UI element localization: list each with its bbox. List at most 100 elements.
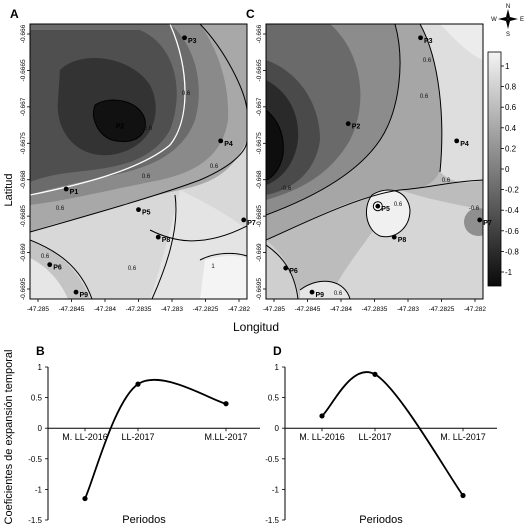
compass-w: W: [491, 17, 497, 23]
station-point: [218, 138, 224, 144]
contour-label: 0.6: [334, 291, 343, 297]
panel-a-contour-fill: [30, 24, 247, 299]
colorbar-tick-label: -0.6: [505, 227, 519, 236]
x-tick-label: -47.284: [330, 306, 352, 313]
station-point: [477, 217, 483, 223]
y-tick-label: -0.6675: [20, 132, 27, 154]
panel-letter-a: A: [10, 7, 19, 21]
y-tick-label: -0.6695: [256, 278, 263, 300]
panel-a-overlay: A-0.666 -0.6665 -0.667 -0.6675 -0.668 -0.6685…: [10, 7, 256, 313]
station-label: P5: [381, 206, 390, 213]
station-label: P8: [162, 237, 171, 244]
colorbar-gradient: [487, 51, 502, 287]
y-axis-label-expansion: Coeficientes de expansión temporal: [3, 350, 15, 525]
station-point: [182, 35, 187, 41]
panel-letter-c: C: [246, 7, 255, 21]
y-tick-label: -0.666: [20, 24, 27, 43]
data-point: [82, 495, 88, 502]
y-tick-label: -0.667: [256, 97, 263, 116]
contour-label: 0.6: [128, 266, 137, 272]
colorbar-tick-label: -0.4: [505, 206, 519, 215]
x-tick-label: M. LL-2017: [440, 432, 486, 442]
station-label: P6: [289, 268, 298, 275]
colorbar-tick-label: -0.2: [505, 186, 519, 195]
y-tick-label: -0.668: [20, 170, 27, 189]
contour-label: 0.6: [423, 58, 432, 64]
x-axis-label-periodos: Periodos: [122, 514, 166, 526]
y-tick-label: -0.6685: [256, 205, 263, 227]
y-tick-label: -1.5: [28, 516, 42, 525]
y-tick-label: 1: [275, 363, 280, 372]
contour-label: 0.6: [442, 178, 451, 184]
x-tick-label: -47.283: [161, 306, 183, 313]
y-tick-label: -0.669: [20, 243, 27, 262]
colorbar-tick-label: 0.6: [505, 103, 517, 112]
colorbar-tick-label: -1: [505, 268, 513, 277]
station-point: [454, 138, 460, 144]
x-tick-label: -47.2835: [126, 306, 152, 313]
panel-c-contour-fill: [266, 24, 483, 299]
colorbar: 1 0.8 0.6 0.4 0.2 0 -0.2 -0.4 -0.6 -0.8 -1: [487, 51, 519, 287]
y-tick-label: -0.6695: [20, 278, 27, 300]
x-tick-label: -47.282: [464, 306, 486, 313]
x-tick-label: -47.284: [94, 306, 116, 313]
compass-n: N: [506, 4, 510, 10]
station-label: P3: [188, 38, 197, 45]
colorbar-tick-label: 0: [505, 165, 510, 174]
x-tick-label: -47.285: [263, 306, 285, 313]
station-label: P3: [424, 38, 433, 45]
station-label: P6: [53, 265, 62, 272]
station-point: [418, 35, 423, 41]
x-tick-label: LL-2017: [121, 432, 154, 442]
panel-d-chart: D 1 0.5 0 -0.5 -1 -1.5 M. LL-2016 LL-2017 M. LL-2…: [265, 344, 497, 526]
y-tick-label: -0.6685: [20, 205, 27, 227]
y-tick-label: 0.5: [31, 394, 43, 403]
station-label: P7: [483, 220, 492, 227]
x-tick-label: LL-2017: [358, 432, 391, 442]
y-tick-label: -0.5: [265, 455, 279, 464]
contour-label: 0.6: [142, 174, 151, 180]
station-label: P8: [398, 237, 407, 244]
station-label: P9: [80, 292, 89, 299]
station-label: P9: [316, 292, 325, 299]
contour-label: 0.6: [394, 202, 403, 208]
station-point: [375, 203, 381, 209]
panel-c: [265, 23, 484, 300]
colorbar-tick-label: 1: [505, 62, 510, 71]
y-tick-label: -0.667: [20, 97, 27, 116]
station-point: [63, 186, 69, 192]
x-tick-label: -47.283: [397, 306, 419, 313]
x-tick-label: -47.2845: [295, 306, 321, 313]
y-tick-label: -0.668: [256, 170, 263, 189]
y-tick-label: -0.5: [28, 455, 42, 464]
x-tick-label: -47.2835: [362, 306, 388, 313]
data-point: [135, 381, 141, 387]
panel-letter-d: D: [273, 344, 282, 358]
x-tick-label: -47.285: [27, 306, 49, 313]
compass-icon: N S E W: [491, 4, 524, 38]
panel-b-chart: B 1 0.5 0 -0.5 -1 -1.5 M. LL-2016 LL-2017 M.LL-20…: [28, 344, 260, 526]
data-point: [372, 371, 378, 377]
y-tick-label: 0.5: [268, 394, 280, 403]
station-label: P2: [352, 124, 361, 131]
y-tick-label: -1.5: [265, 516, 279, 525]
station-point: [136, 207, 141, 213]
contour-label: -0.6: [469, 206, 480, 212]
colorbar-tick-label: -0.8: [505, 247, 519, 256]
x-tick-label: M. LL-2016: [299, 432, 345, 442]
y-tick-label: 0: [275, 424, 280, 433]
contour-label: 0.6: [182, 91, 191, 97]
y-tick-label: -0.6665: [20, 59, 27, 81]
station-label: P7: [247, 220, 256, 227]
x-tick-label: M.LL-2017: [204, 432, 247, 442]
compass-e: E: [520, 17, 524, 23]
x-tick-label: -47.2825: [193, 306, 219, 313]
y-tick-label: -0.666: [256, 24, 263, 43]
station-label: P2: [116, 124, 125, 131]
contour-label: 0.6: [420, 94, 429, 100]
contour-label: -0.6: [281, 186, 292, 192]
y-axis-label-latitud: Latitud: [3, 173, 15, 206]
x-tick-label: -47.2825: [429, 306, 455, 313]
station-point: [73, 289, 79, 295]
